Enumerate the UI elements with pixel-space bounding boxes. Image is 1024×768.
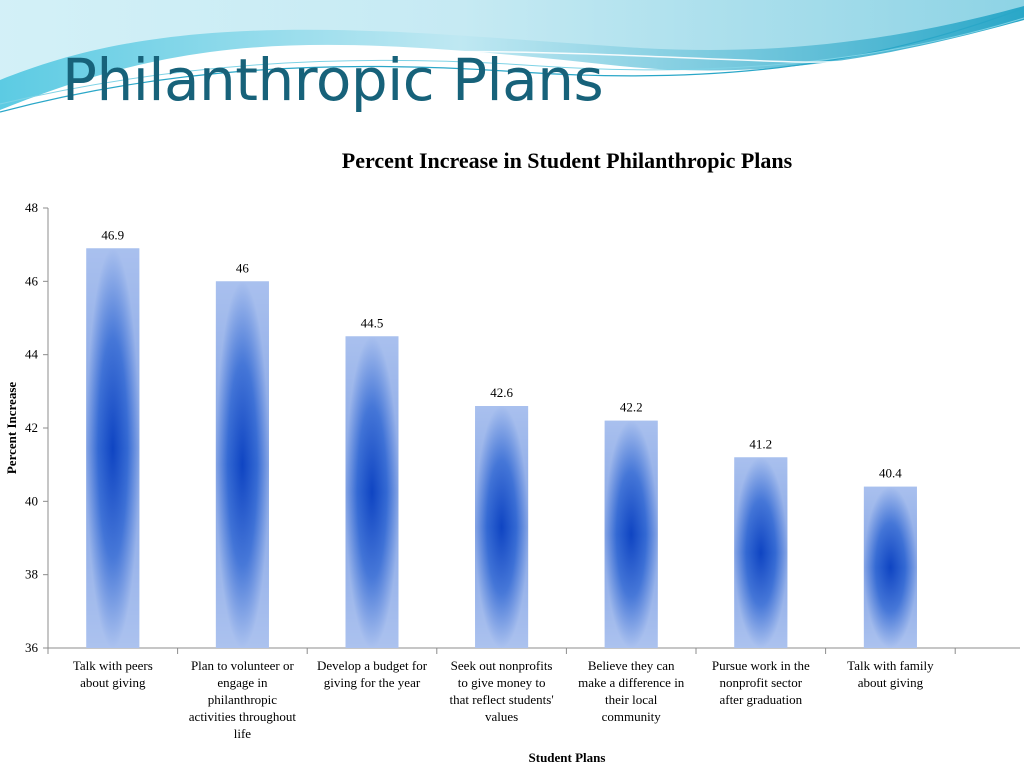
y-tick-label: 46 <box>25 273 39 288</box>
y-tick-label: 48 <box>25 200 38 215</box>
data-label: 44.5 <box>361 315 384 330</box>
wave-band-light <box>0 0 1024 80</box>
bar <box>86 248 140 649</box>
bar <box>475 406 529 648</box>
y-axis: 36 38 40 42 44 46 48 <box>25 200 49 655</box>
data-label: 41.2 <box>749 436 772 451</box>
bar-glow <box>86 248 140 649</box>
x-tick-label-line: Pursue work in the <box>712 658 810 673</box>
bar <box>345 336 399 648</box>
y-tick-label: 36 <box>25 640 39 655</box>
y-tick-label: 42 <box>25 420 38 435</box>
chart-title: Percent Increase in Student Philanthropi… <box>342 148 793 173</box>
x-tick-label-line: make a difference in <box>578 675 685 690</box>
bar-glow <box>734 457 788 648</box>
category-labels: Talk with peers about giving Plan to volun… <box>73 658 934 741</box>
data-label: 42.6 <box>490 385 513 400</box>
x-tick-label-line: life <box>234 726 252 741</box>
y-axis-title: Percent Increase <box>4 382 19 475</box>
x-tick-label: Develop a budget for giving for the year <box>317 658 428 690</box>
data-label: 46 <box>236 260 250 275</box>
data-label: 46.9 <box>101 227 124 242</box>
x-tick-label-line: Seek out nonprofits <box>451 658 553 673</box>
x-tick-label-line: Develop a budget for <box>317 658 428 673</box>
y-tick-label: 40 <box>25 493 38 508</box>
data-label: 42.2 <box>620 400 643 415</box>
x-tick-label-line: about giving <box>858 675 924 690</box>
x-tick-label-line: philanthropic <box>208 692 278 707</box>
x-tick-label-line: community <box>602 709 662 724</box>
wave-line-2 <box>0 17 1024 105</box>
bar <box>863 486 917 648</box>
x-tick-label: Pursue work in the nonprofit sector after … <box>712 658 810 707</box>
x-tick-label: Talk with family about giving <box>847 658 934 690</box>
x-tick-label: Believe they can make a difference in thei… <box>578 658 685 724</box>
x-tick-label-line: after graduation <box>719 692 802 707</box>
bar <box>734 457 788 648</box>
bar-glow <box>475 406 529 648</box>
x-tick-label: Talk with peers about giving <box>73 658 153 690</box>
bar <box>604 420 658 648</box>
x-tick-label-line: Believe they can <box>588 658 675 673</box>
data-labels: 46.9 46 44.5 42.6 42.2 41.2 40.4 <box>101 227 902 480</box>
x-tick-label: Plan to volunteer or engage in philanthrop… <box>189 658 297 741</box>
x-tick-label-line: Talk with peers <box>73 658 153 673</box>
y-tick-label: 38 <box>25 567 38 582</box>
x-tick-label-line: to give money to <box>458 675 546 690</box>
header-wave-decoration <box>0 0 1024 113</box>
bar-glow <box>604 420 658 648</box>
data-label: 40.4 <box>879 466 902 481</box>
x-tick-label-line: Talk with family <box>847 658 934 673</box>
x-tick-label-line: activities throughout <box>189 709 297 724</box>
x-tick-label-line: nonprofit sector <box>719 675 802 690</box>
bar-glow <box>345 336 399 648</box>
bar <box>215 281 269 648</box>
slide-title: Philanthropic Plans <box>62 46 604 114</box>
bar-glow <box>215 281 269 648</box>
x-tick-label-line: Plan to volunteer or <box>191 658 295 673</box>
y-tick-label: 44 <box>25 347 39 362</box>
x-tick-label-line: giving for the year <box>324 675 421 690</box>
x-axis-title: Student Plans <box>529 750 606 765</box>
bar-series <box>86 248 917 649</box>
wave-line-3 <box>279 27 1024 63</box>
x-tick-label-line: engage in <box>217 675 268 690</box>
x-tick-label-line: that reflect students' <box>450 692 554 707</box>
x-tick-label-line: values <box>485 709 518 724</box>
x-tick-label-line: their local <box>605 692 658 707</box>
x-tick-label-line: about giving <box>80 675 146 690</box>
x-axis <box>47 647 1020 654</box>
x-tick-label: Seek out nonprofits to give money to that … <box>450 658 554 724</box>
bar-glow <box>863 486 917 648</box>
